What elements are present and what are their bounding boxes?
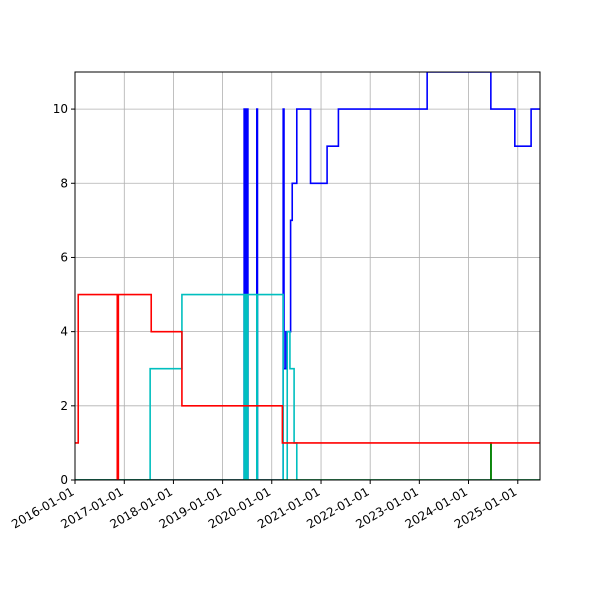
y-axis: 0 2 4 6 8 10 — [53, 102, 75, 487]
series-line-2 — [75, 293, 540, 480]
y-tick-label: 8 — [60, 176, 68, 190]
series-layer — [75, 72, 540, 480]
plot-frame — [74, 71, 541, 481]
y-tick-label: 6 — [60, 250, 68, 264]
y-tick-label: 10 — [53, 102, 68, 116]
series-line-1 — [75, 72, 540, 480]
plot-area-background — [75, 72, 540, 480]
series-line-4 — [75, 293, 540, 480]
y-tick-label: 4 — [60, 325, 68, 339]
y-tick-label: 2 — [60, 399, 68, 413]
y-tick-label: 0 — [60, 473, 68, 487]
